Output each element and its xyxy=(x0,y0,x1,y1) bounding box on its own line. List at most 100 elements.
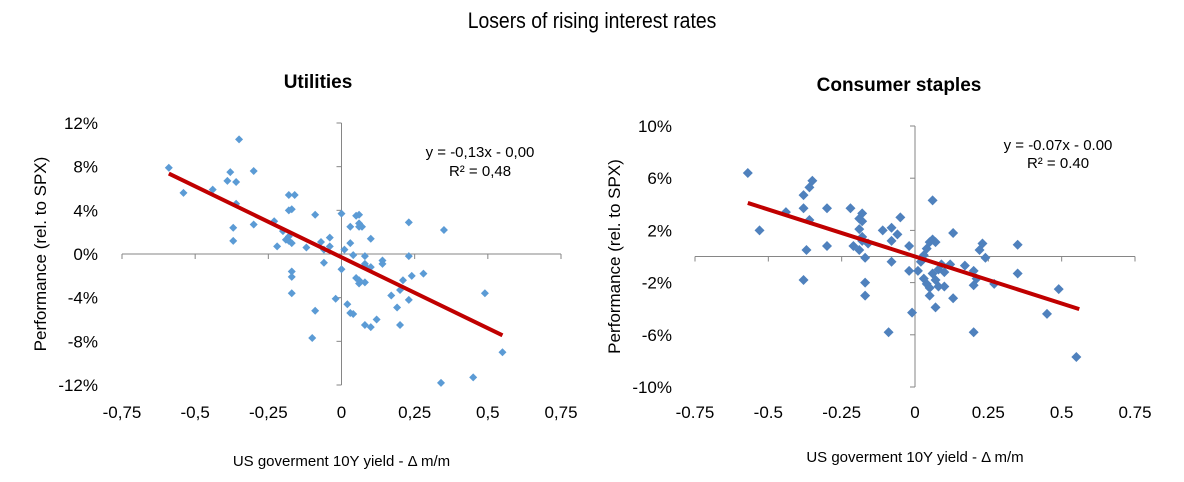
data-point xyxy=(337,265,346,274)
page-title: Losers of rising interest rates xyxy=(467,8,717,33)
data-point xyxy=(308,334,317,343)
data-point xyxy=(355,210,364,219)
y-tick-label: 10% xyxy=(638,117,672,136)
x-tick-label: 0.75 xyxy=(1118,403,1151,422)
data-point xyxy=(798,274,809,285)
x-tick-label: 0 xyxy=(910,403,919,422)
data-point xyxy=(854,224,865,235)
data-point xyxy=(480,289,489,298)
data-point xyxy=(904,265,915,276)
data-point xyxy=(249,167,258,176)
y-tick-label: -8% xyxy=(68,332,98,351)
data-point xyxy=(372,315,381,324)
x-tick-label: -0,5 xyxy=(181,403,210,422)
data-point xyxy=(284,191,293,200)
data-point xyxy=(980,252,991,263)
r-squared-label: R² = 0,48 xyxy=(449,163,511,180)
data-point xyxy=(302,243,311,252)
data-point xyxy=(287,267,296,276)
data-point xyxy=(754,225,765,236)
data-point xyxy=(360,252,369,261)
data-point xyxy=(404,218,413,227)
data-point xyxy=(346,239,355,248)
y-tick-label: -6% xyxy=(642,326,672,345)
data-point xyxy=(886,235,897,246)
data-point xyxy=(179,188,188,197)
data-point xyxy=(223,176,232,185)
data-point xyxy=(208,185,217,194)
data-point xyxy=(798,203,809,214)
data-point xyxy=(419,269,428,278)
data-point xyxy=(437,378,446,387)
data-point xyxy=(232,177,241,186)
data-point xyxy=(845,203,856,214)
data-point xyxy=(396,320,405,329)
y-tick-label: 6% xyxy=(647,169,672,188)
data-point xyxy=(1071,351,1082,362)
data-point xyxy=(311,306,320,315)
y-tick-label: -4% xyxy=(68,289,98,308)
data-point xyxy=(904,241,915,252)
data-point xyxy=(822,203,832,214)
data-point xyxy=(360,278,369,287)
y-tick-label: 8% xyxy=(73,158,98,177)
trendline xyxy=(747,201,1080,312)
data-point xyxy=(287,205,296,214)
data-point xyxy=(877,225,888,236)
chart-utilities: Utilities -0,75 -0,5 -0,25 0 0,25 0,5 0,75 12% 8%… xyxy=(31,72,578,470)
x-tick-label: 0 xyxy=(337,403,346,422)
data-point xyxy=(886,222,897,233)
data-point xyxy=(959,260,970,271)
data-point xyxy=(349,310,358,319)
y-axis-title: Performance (rel. to SPX) xyxy=(605,159,624,354)
x-tick-label: 0.25 xyxy=(972,403,1005,422)
data-point xyxy=(948,293,959,304)
x-tick-label: 0,5 xyxy=(476,403,500,422)
data-point xyxy=(287,289,296,298)
data-point xyxy=(317,237,326,246)
data-point xyxy=(439,225,448,234)
data-point xyxy=(854,244,865,255)
r-squared-label: R² = 0.40 xyxy=(1027,155,1089,172)
x-tick-label: -0.5 xyxy=(754,403,783,422)
data-point xyxy=(469,373,478,382)
data-point xyxy=(801,244,812,255)
data-point xyxy=(360,320,369,329)
data-point xyxy=(927,195,938,206)
x-axis-title: US goverment 10Y yield - Δ m/m xyxy=(806,449,1023,466)
data-point xyxy=(164,163,173,172)
data-point xyxy=(924,282,935,293)
x-tick-label: 0,75 xyxy=(544,403,577,422)
data-point xyxy=(968,327,979,338)
x-tick-label: -0,25 xyxy=(249,403,288,422)
data-point xyxy=(337,209,346,218)
data-point xyxy=(273,242,282,251)
data-point xyxy=(349,251,358,260)
data-point xyxy=(498,348,507,357)
data-point xyxy=(930,237,941,248)
data-point xyxy=(226,168,235,177)
data-point xyxy=(355,276,364,285)
y-tick-label: -2% xyxy=(642,274,672,293)
data-point xyxy=(366,234,375,243)
data-point xyxy=(235,135,244,144)
trendline-equation: y = -0.07x - 0.00 xyxy=(1004,137,1113,154)
data-point xyxy=(948,228,959,239)
data-point xyxy=(229,236,238,245)
data-point xyxy=(287,272,296,281)
y-tick-label: 2% xyxy=(647,221,672,240)
x-tick-label: 0.5 xyxy=(1050,403,1074,422)
chart-title: Utilities xyxy=(284,72,353,93)
data-point xyxy=(857,208,868,219)
y-tick-label: -12% xyxy=(58,376,98,395)
data-point xyxy=(343,300,352,309)
data-point xyxy=(325,242,334,251)
data-point xyxy=(357,222,366,231)
data-point xyxy=(1012,239,1023,250)
data-point xyxy=(378,259,387,268)
data-point xyxy=(366,323,375,332)
data-point xyxy=(857,216,868,227)
y-tick-label: -10% xyxy=(632,378,672,397)
data-point xyxy=(1012,268,1023,279)
